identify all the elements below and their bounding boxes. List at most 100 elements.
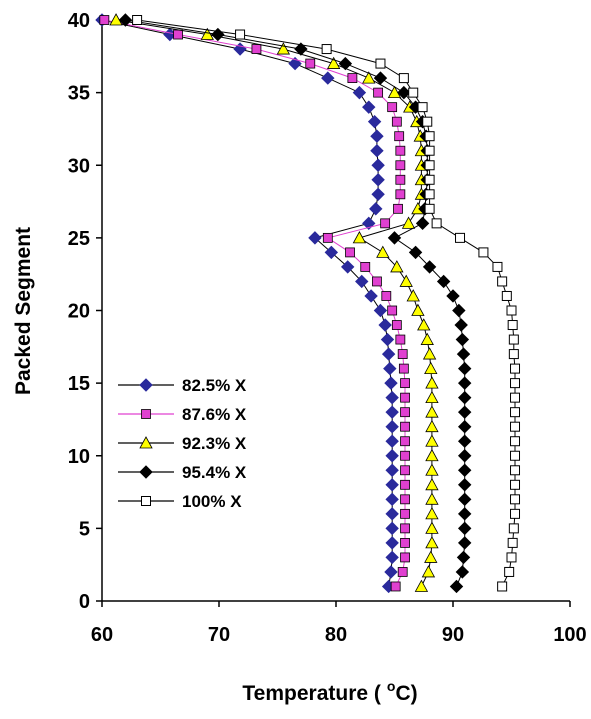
legend-label: 95.4% X — [182, 463, 247, 482]
series-layer — [95, 13, 521, 594]
series-5 — [132, 15, 521, 592]
legend-marker — [139, 436, 153, 449]
data-point — [401, 216, 416, 229]
data-point — [497, 276, 508, 287]
data-point — [425, 463, 439, 476]
data-point — [200, 27, 214, 40]
data-point — [384, 565, 398, 579]
x-axis-title-sup: o — [387, 678, 396, 694]
data-point — [372, 276, 382, 287]
data-point — [109, 13, 123, 26]
series-line — [125, 19, 466, 587]
data-point — [385, 405, 399, 419]
data-point — [99, 15, 110, 25]
data-point — [385, 478, 399, 492]
data-point — [457, 361, 472, 376]
data-point — [424, 145, 435, 156]
data-point — [385, 521, 399, 536]
data-point — [394, 131, 405, 142]
data-point — [391, 116, 402, 127]
x-axis-title: Temperature (oC) — [242, 678, 417, 705]
data-point — [510, 392, 521, 403]
data-point — [457, 492, 472, 507]
data-point — [370, 144, 384, 158]
data-point — [308, 231, 322, 245]
legend-entry: 87.6% X — [118, 405, 247, 424]
data-point — [364, 289, 378, 303]
data-point — [321, 71, 335, 85]
y-tick-label: 0 — [79, 591, 90, 613]
data-point — [400, 421, 410, 432]
legend-label: 92.3% X — [182, 434, 247, 453]
x-tick-label: 100 — [553, 624, 586, 646]
data-point — [373, 303, 388, 318]
data-point — [397, 349, 408, 359]
data-point — [371, 187, 385, 202]
data-point — [276, 42, 291, 55]
data-point — [385, 419, 399, 434]
legend-marker — [139, 465, 153, 479]
data-point — [425, 477, 439, 491]
data-point — [501, 290, 512, 301]
data-point — [381, 291, 392, 301]
data-point — [375, 58, 386, 69]
data-point — [370, 129, 384, 143]
data-point — [132, 15, 143, 25]
data-point — [422, 116, 433, 127]
data-point — [400, 479, 410, 490]
y-tick-label: 30 — [68, 155, 90, 177]
data-point — [492, 261, 503, 272]
data-point — [510, 479, 521, 490]
data-point — [397, 85, 411, 100]
legend-entry: 82.5% X — [118, 376, 247, 395]
data-point — [378, 318, 392, 332]
data-point — [380, 332, 395, 347]
data-point — [457, 419, 472, 434]
legend-entry: 95.4% X — [118, 463, 247, 482]
data-point — [406, 289, 420, 302]
series-line — [104, 19, 406, 587]
data-point — [424, 550, 438, 563]
x-tick-label: 80 — [325, 624, 347, 646]
data-point — [118, 13, 133, 27]
data-point — [400, 436, 410, 447]
data-point — [385, 536, 399, 550]
data-point — [452, 303, 466, 318]
data-point — [456, 347, 471, 361]
data-point — [422, 347, 437, 360]
data-point — [400, 450, 410, 461]
data-point — [381, 347, 396, 361]
y-tick-label: 40 — [68, 10, 90, 32]
data-point — [383, 361, 397, 376]
data-point — [347, 73, 358, 83]
data-point — [362, 71, 376, 84]
data-point — [387, 231, 402, 245]
data-point — [393, 203, 403, 214]
data-point — [400, 465, 410, 476]
data-point — [387, 102, 398, 113]
data-point — [408, 87, 419, 98]
data-point — [398, 73, 409, 84]
data-point — [446, 289, 460, 303]
data-point — [510, 465, 521, 476]
data-point — [414, 579, 429, 592]
axes: 0 5 10 15 20 25 30 35 40 60 70 80 90 100 — [68, 10, 587, 646]
legend-label: 100% X — [182, 492, 242, 511]
data-point — [387, 85, 402, 99]
data-point — [400, 523, 410, 534]
data-point — [385, 434, 399, 448]
data-point — [510, 508, 521, 519]
data-point — [425, 492, 439, 505]
data-point — [373, 87, 384, 98]
data-point — [415, 216, 430, 231]
data-point — [376, 245, 390, 258]
legend-label: 82.5% X — [182, 376, 247, 395]
data-point — [455, 565, 470, 579]
data-point — [384, 376, 398, 390]
data-point — [424, 189, 435, 200]
data-point — [508, 349, 519, 360]
data-point — [455, 232, 466, 243]
series-line — [115, 19, 433, 587]
data-point — [385, 449, 399, 463]
data-point — [497, 581, 508, 592]
